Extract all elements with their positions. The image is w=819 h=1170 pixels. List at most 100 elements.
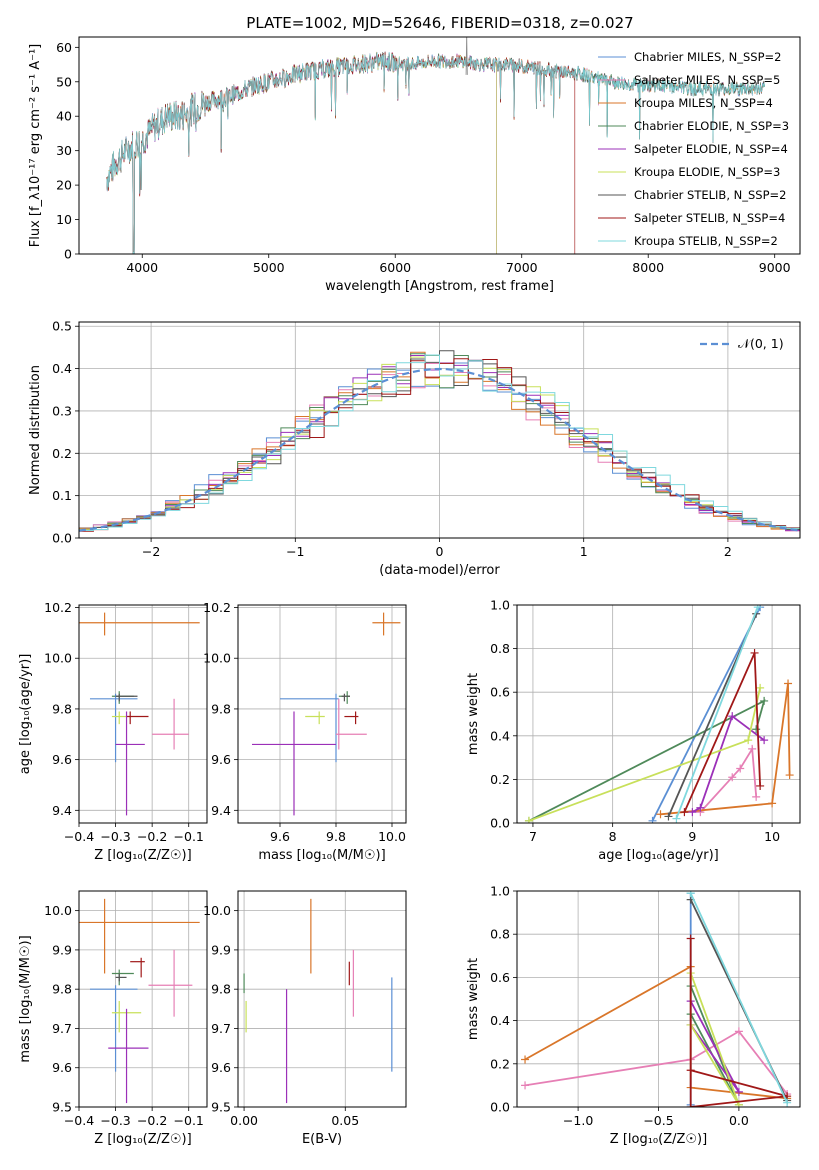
- mass-weight-line: [660, 683, 791, 816]
- y-tick-label: 10.0: [203, 903, 231, 918]
- y-tick-label: 0.4: [52, 361, 72, 376]
- plot-area: [521, 891, 792, 1107]
- error-bar-point: [126, 711, 149, 725]
- axes-frame: [78, 321, 801, 539]
- mass-vs-ebv-panel: 0.00 0.05 9.5 9.6 9.7 9.8 9.9 10.0 E(B-V): [203, 890, 407, 1147]
- mass-weight-vs-age-panel: 7 8 9 10 0.0 0.2 0.4 0.6 0.8 1.0 age [log₁₀(age/yr…: [466, 598, 801, 863]
- y-axis-label: mass [log₁₀(M/M☉)]: [18, 935, 33, 1062]
- error-bar-point: [115, 693, 138, 702]
- error-bar-point: [372, 612, 401, 636]
- spectrum-series-line: [106, 51, 576, 254]
- y-tick-label: 40: [56, 109, 72, 124]
- error-bar-point: [130, 957, 145, 978]
- plot-area: [79, 612, 200, 816]
- normal-reference-curve: [79, 367, 800, 532]
- y-tick-label: 0.6: [490, 685, 510, 700]
- y-tick-label: 9.9: [211, 942, 231, 957]
- y-tick-label: 9.5: [52, 1100, 72, 1115]
- mass-weight-marker: [748, 744, 757, 753]
- y-tick-label: 60: [56, 40, 72, 55]
- x-tick-label: 7: [529, 829, 537, 844]
- y-tick-label: 9.6: [211, 752, 231, 767]
- mass-weight-marker: [688, 808, 697, 817]
- mass-weight-line: [528, 687, 761, 822]
- y-tick-label: 9.4: [52, 803, 72, 818]
- legend-entry: Kroupa ELODIE, N_SSP=3: [634, 165, 780, 179]
- x-tick-label: −1: [286, 544, 304, 559]
- y-tick-label: 9.8: [211, 982, 231, 997]
- axes-frame: [516, 604, 801, 824]
- legend-entry: Chabrier ELODIE, N_SSP=3: [634, 119, 789, 133]
- mass-weight-marker: [784, 679, 793, 688]
- legend-entry: Salpeter STELIB, N_SSP=4: [634, 211, 785, 225]
- y-tick-label: 9.7: [211, 1021, 231, 1036]
- y-tick-label: 0.3: [52, 403, 72, 418]
- legend-entry: Chabrier MILES, N_SSP=2: [634, 50, 781, 64]
- legend-entry: Salpeter ELODIE, N_SSP=4: [634, 142, 788, 156]
- mass-weight-line: [651, 606, 761, 822]
- legend-entry: Kroupa MILES, N_SSP=4: [634, 96, 773, 110]
- y-tick-label: 10.0: [203, 651, 231, 666]
- y-tick-label: 30: [56, 143, 72, 158]
- mass-weight-line: [689, 972, 740, 1106]
- legend-entry: Salpeter MILES, N_SSP=5: [634, 73, 780, 87]
- mass-weight-line: [689, 938, 788, 1107]
- error-bar-point: [252, 711, 336, 816]
- x-axis-label: (data-model)/error: [379, 563, 500, 578]
- x-tick-label: 0.00: [230, 1113, 258, 1128]
- mass-weight-marker: [686, 1103, 695, 1107]
- error-bar-point: [336, 698, 367, 750]
- mass-weight-marker: [686, 1066, 695, 1075]
- y-axis-label: mass weight: [466, 673, 481, 755]
- mass-weight-marker: [760, 736, 769, 745]
- y-tick-label: 0.4: [490, 728, 510, 743]
- mass-weight-marker: [744, 736, 753, 745]
- x-tick-label: 8: [609, 829, 617, 844]
- mass-weight-line: [689, 1000, 740, 1093]
- y-tick-label: 9.5: [211, 1100, 231, 1115]
- mass-weight-marker: [648, 816, 657, 823]
- mass-weight-marker: [768, 799, 777, 808]
- plot-area: [79, 350, 800, 532]
- mass-weight-line: [528, 699, 766, 822]
- error-bar-point: [108, 1008, 149, 1104]
- spectrum-panel: 4000 5000 6000 7000 8000 9000 0 10 20 30 40 50 60 wav…: [28, 36, 801, 294]
- age-vs-metallicity-panel: −0.4 −0.3 −0.2 −0.1 9.4 9.6 9.8 10.0 10.2 Z [log₁…: [18, 600, 208, 863]
- x-axis-label: age [log₁₀(age/yr)]: [598, 848, 719, 863]
- axes-frame: [516, 890, 801, 1108]
- x-tick-label: −2: [142, 544, 160, 559]
- x-axis-label: Z [log₁₀(Z/Z☉)]: [94, 848, 191, 863]
- y-tick-label: 9.9: [52, 942, 72, 957]
- y-tick-label: 0.1: [52, 488, 72, 503]
- axes-frame: [78, 604, 208, 824]
- y-tick-label: 0.0: [52, 531, 72, 546]
- error-bar-point: [89, 693, 138, 763]
- emission-line-spike: [465, 37, 468, 75]
- x-tick-label: −0.4: [64, 1113, 94, 1128]
- error-bar-point: [115, 711, 145, 816]
- mass-weight-marker: [756, 683, 765, 692]
- age-vs-mass-panel: 9.6 9.8 10.0 9.4 9.6 9.8 10.0 10.2 mass [log₁₀(M…: [203, 600, 407, 863]
- x-tick-label: −0.2: [137, 1113, 167, 1128]
- x-tick-label: −0.1: [174, 829, 204, 844]
- x-axis-label: mass [log₁₀(M/M☉)]: [258, 848, 385, 863]
- x-tick-label: 7000: [506, 260, 538, 275]
- y-tick-label: 0.0: [490, 816, 510, 831]
- x-tick-label: −0.3: [100, 829, 130, 844]
- mass-weight-line: [691, 714, 765, 813]
- mass-weight-marker: [736, 764, 745, 773]
- y-tick-label: 9.6: [52, 752, 72, 767]
- y-tick-label: 0.8: [490, 641, 510, 656]
- y-tick-label: 0.5: [52, 319, 72, 334]
- y-tick-label: 10.0: [44, 651, 72, 666]
- error-bar-point: [148, 949, 193, 1017]
- x-tick-label: −1.0: [563, 1113, 593, 1128]
- y-tick-label: 9.8: [52, 982, 72, 997]
- mass-weight-marker: [760, 696, 769, 705]
- x-tick-label: 6000: [379, 260, 411, 275]
- y-tick-label: 50: [56, 74, 72, 89]
- x-tick-label: 2: [724, 544, 732, 559]
- residuals-panel: −2 −1 0 1 2 0.0 0.1 0.2 0.3 0.4 0.5 (data-model)/er…: [28, 319, 801, 578]
- x-tick-label: 9.8: [326, 829, 346, 844]
- error-bar-point: [89, 985, 138, 1072]
